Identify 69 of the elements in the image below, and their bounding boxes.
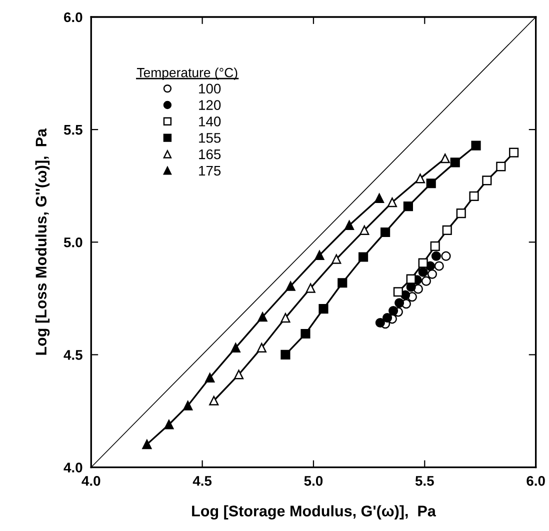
x-tick-label: 5.0 [304, 476, 323, 486]
point [426, 178, 436, 188]
point [434, 261, 444, 271]
point [427, 269, 438, 279]
point [394, 298, 404, 308]
point [344, 220, 354, 230]
point [469, 191, 479, 201]
y-tick-label: 4.5 [64, 350, 82, 360]
point [205, 372, 215, 382]
y-tick-label: 4.0 [64, 462, 82, 472]
x-tick-label: 4.5 [192, 476, 212, 486]
point [406, 274, 416, 284]
legend-title: Temperature (°C) [137, 68, 238, 80]
point [496, 162, 506, 172]
point [332, 254, 342, 264]
point [286, 281, 296, 291]
x-tick-label: 4.0 [82, 476, 100, 486]
point [482, 176, 492, 186]
point [388, 306, 398, 316]
point [430, 241, 440, 251]
point [387, 197, 397, 208]
legend-label: 175 [199, 166, 221, 176]
point [318, 304, 328, 314]
y-tick-label: 6.0 [64, 12, 82, 22]
point [338, 278, 348, 288]
point [382, 312, 392, 323]
legend-label: 100 [199, 84, 221, 94]
point [314, 250, 324, 260]
point [234, 370, 244, 380]
point [183, 400, 193, 410]
point [375, 318, 385, 328]
legend-label: 155 [199, 133, 221, 143]
point [164, 420, 174, 430]
point [440, 154, 450, 164]
point [142, 440, 152, 450]
point [418, 267, 428, 277]
x-tick-label: 5.5 [415, 476, 434, 486]
point [418, 258, 428, 268]
point [258, 312, 268, 322]
point [393, 287, 403, 297]
point [421, 276, 431, 286]
point [431, 251, 442, 261]
point [256, 342, 266, 353]
point [374, 193, 384, 204]
point [415, 174, 425, 184]
point [442, 225, 452, 235]
legend-label: 165 [199, 149, 221, 160]
x-tick-label: 6.0 [526, 476, 545, 486]
point [471, 140, 481, 150]
point [306, 283, 316, 293]
point [450, 158, 460, 168]
point [456, 208, 466, 218]
legend-label: 140 [199, 116, 221, 126]
point [230, 342, 240, 353]
y-axis-title: Log [Loss Modulus, G''(ω)], Pa [35, 128, 50, 355]
point [358, 252, 368, 262]
point [403, 202, 413, 212]
point [280, 350, 290, 360]
point [509, 148, 519, 158]
point [441, 251, 451, 261]
legend-label: 120 [199, 100, 221, 110]
point [360, 225, 370, 235]
point [209, 396, 219, 406]
point [380, 227, 390, 238]
x-axis-title: Log [Storage Modulus, G'(ω)], Pa [192, 505, 436, 520]
y-tick-label: 5.5 [64, 125, 82, 135]
point [300, 328, 310, 339]
y-tick-label: 5.0 [64, 237, 82, 248]
point [280, 312, 290, 323]
